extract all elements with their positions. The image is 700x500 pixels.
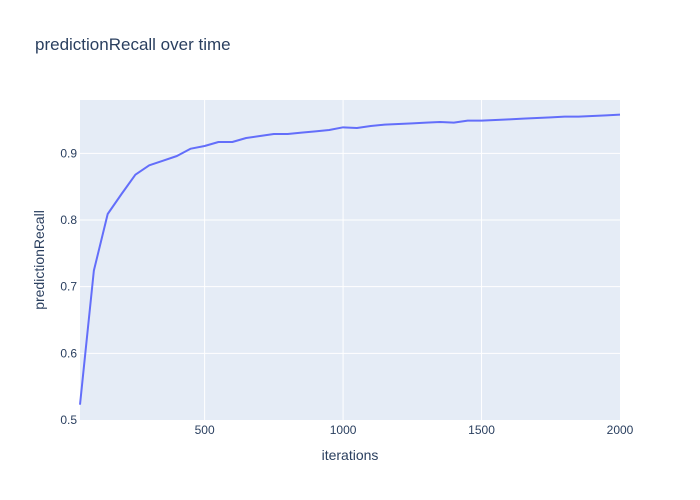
x-tick-label: 2000 [607, 423, 634, 437]
series-layer [79, 113, 621, 405]
plot-area [80, 100, 620, 420]
x-axis-title: iterations [322, 447, 379, 463]
y-tick-label: 0.7 [60, 280, 77, 294]
chart-title: predictionRecall over time [35, 35, 231, 54]
x-tick-label: 1000 [330, 423, 357, 437]
grid-lines [80, 100, 620, 420]
tick-labels: 500 1000 1500 2000 0.5 0.6 0.7 0.8 0.9 [60, 146, 633, 437]
x-tick-label: 500 [195, 423, 215, 437]
x-tick-label: 1500 [468, 423, 495, 437]
series-line [79, 113, 621, 405]
y-tick-label: 0.8 [60, 213, 77, 227]
y-tick-label: 0.5 [60, 413, 77, 427]
y-tick-label: 0.6 [60, 346, 77, 360]
y-axis-title: predictionRecall [31, 210, 47, 310]
y-tick-label: 0.9 [60, 146, 77, 160]
